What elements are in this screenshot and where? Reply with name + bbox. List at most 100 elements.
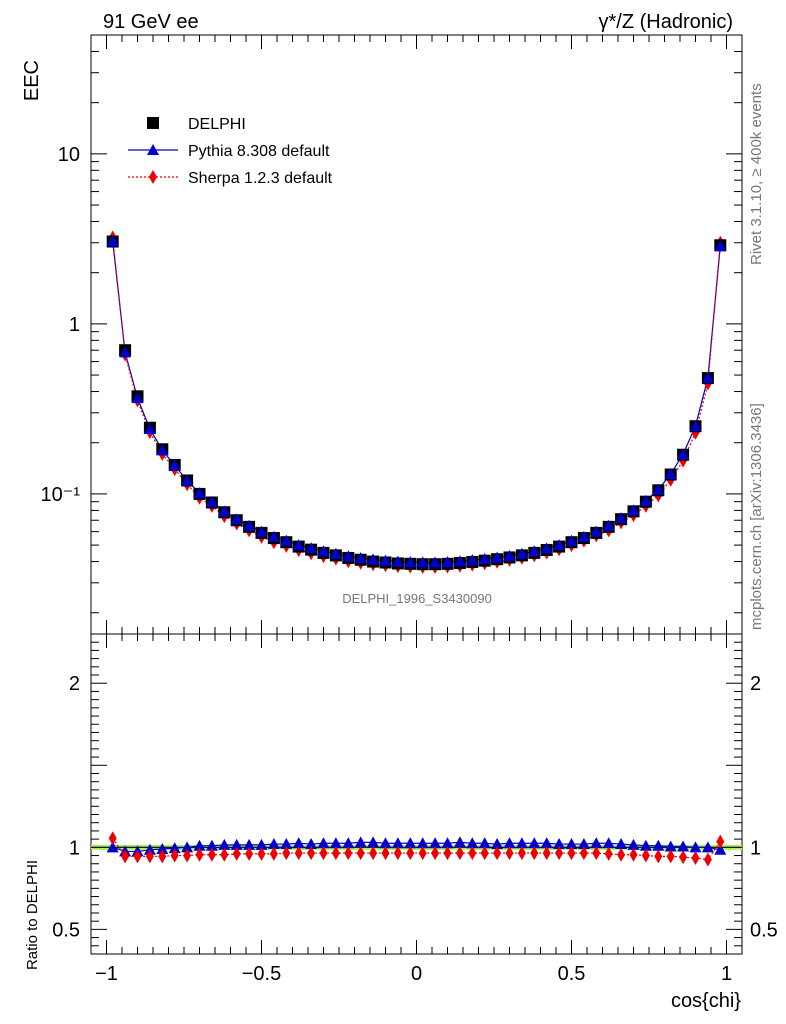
sherpa-ratio-point [406, 846, 415, 861]
pythia-point [193, 487, 206, 499]
sherpa-ratio-point [170, 848, 179, 863]
pythia-point [218, 505, 231, 517]
pythia-ratio-point [528, 837, 541, 849]
sherpa-ratio-point [443, 846, 452, 861]
pythia-ratio-point [305, 838, 318, 850]
pythia-ratio-point [615, 838, 628, 850]
sherpa-ratio-point [195, 847, 204, 862]
pythia-point [590, 525, 603, 537]
pythia-point [677, 448, 690, 460]
pythia-point [515, 547, 528, 559]
x-tick-label: 0 [411, 963, 422, 985]
pythia-point [714, 240, 727, 252]
pythia-point [664, 467, 677, 479]
pythia-ratio-point [243, 838, 256, 850]
pythia-ratio-point [292, 837, 305, 849]
sherpa-ratio-point [567, 846, 576, 861]
pythia-point [453, 555, 466, 567]
pythia-ratio-point [205, 839, 218, 851]
pythia-ratio-point [565, 838, 578, 850]
y-tick-label: 2 [69, 673, 80, 695]
pythia-point [404, 556, 417, 568]
pythia-point [119, 346, 132, 358]
pythia-ratio-point [342, 837, 355, 849]
pythia-ratio-point [602, 837, 615, 849]
pythia-point [106, 235, 119, 247]
bottom-axis-ticks: −1 −0.5 0 0.5 1 0.5 0.5 1 1 2 2 [52, 634, 778, 985]
pythia-ratio-point [478, 837, 491, 849]
y-tick-label: 1 [69, 837, 80, 859]
legend-label-delphi: DELPHI [188, 116, 246, 133]
pythia-point [367, 553, 380, 565]
pythia-point [565, 534, 578, 546]
sherpa-ratio-point [381, 846, 390, 861]
legend-marker-sherpa [149, 170, 157, 184]
sherpa-ratio-point [232, 846, 241, 861]
pythia-point [379, 554, 392, 566]
pythia-ratio-point [168, 842, 181, 854]
sherpa-ratio-point [716, 834, 725, 849]
pythia-point [416, 556, 429, 568]
pythia-point [503, 549, 516, 561]
sherpa-ratio-point [418, 846, 427, 861]
pythia-ratio-point [652, 839, 665, 851]
pythia-ratio-point [429, 837, 442, 849]
legend-marker-delphi [147, 117, 159, 129]
pythia-ratio-point [317, 837, 330, 849]
pythia-point [342, 550, 355, 562]
pythia-point [168, 459, 181, 471]
ratio-series-group [106, 831, 727, 867]
header-right: γ*/Z (Hadronic) [599, 11, 733, 33]
pythia-ratio-point [540, 837, 553, 849]
pythia-point [280, 534, 293, 546]
pythia-point [131, 392, 144, 404]
pythia-ratio-point [441, 837, 454, 849]
sherpa-ratio-point [307, 846, 316, 861]
pythia-point [466, 554, 479, 566]
top-series-group [106, 230, 727, 574]
pythia-point [615, 512, 628, 524]
pythia-ratio-point [156, 842, 169, 854]
pythia-point [652, 483, 665, 495]
pythia-ratio-point [255, 838, 268, 850]
sherpa-ratio-point [183, 848, 192, 863]
legend: DELPHI Pythia 8.308 default Sherpa 1.2.3… [128, 116, 333, 187]
sherpa-ratio-point [530, 846, 539, 861]
sherpa-ratio-point [604, 846, 613, 861]
sherpa-ratio-point [666, 849, 675, 864]
sherpa-ratio-point [703, 852, 712, 867]
sherpa-ratio-point [592, 846, 601, 861]
pythia-point [639, 494, 652, 506]
sherpa-ratio-point [617, 847, 626, 862]
sherpa-ratio-point [294, 846, 303, 861]
sherpa-ratio-point [455, 846, 464, 861]
analysis-watermark: DELPHI_1996_S3430090 [342, 591, 492, 606]
pythia-point [305, 542, 318, 554]
sherpa-ratio-point [344, 846, 353, 861]
pythia-point [701, 371, 714, 383]
pythia-ratio-point [639, 839, 652, 851]
pythia-ratio-point [404, 837, 417, 849]
pythia-point [689, 419, 702, 431]
y-tick-label-right: 0.5 [750, 919, 778, 941]
xlabel: cos{chi} [671, 990, 741, 1012]
pythia-point [143, 422, 156, 434]
sherpa-ratio-point [356, 846, 365, 861]
pythia-ratio-point [453, 836, 466, 848]
sherpa-ratio-point [257, 846, 266, 861]
pythia-ratio-point [701, 841, 714, 853]
sherpa-ratio-point [654, 849, 663, 864]
pythia-point [540, 542, 553, 554]
pythia-ratio-point [677, 840, 690, 852]
legend-label-pythia: Pythia 8.308 default [188, 143, 330, 160]
pythia-ratio-point [267, 838, 280, 850]
sherpa-ratio-point [555, 846, 564, 861]
pythia-point [577, 530, 590, 542]
pythia-point [267, 530, 280, 542]
pythia-point [156, 444, 169, 456]
pythia-ratio-point [379, 837, 392, 849]
top-axis-ticks: 10⁻¹ 1 10 [41, 34, 742, 634]
sherpa-ratio-point [369, 846, 378, 861]
x-tick-label: 1 [721, 963, 732, 985]
